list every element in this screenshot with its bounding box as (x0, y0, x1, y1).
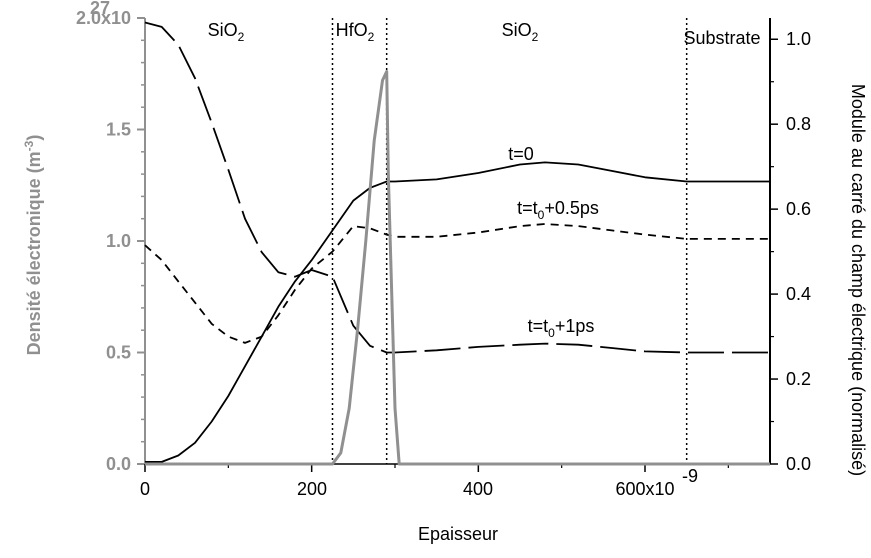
x-tick-label-400: 400 (463, 479, 493, 499)
x-tick-exponent: -9 (682, 466, 698, 486)
right-tick-label-2: 0.4 (786, 284, 811, 304)
region-label-sio2-1: SiO2 (208, 20, 245, 44)
right-tick-label-4: 0.8 (786, 114, 811, 134)
right-axis-label: Module au carré du champ électrique (nor… (848, 84, 868, 476)
region-label-sio2-2: SiO2 (502, 20, 539, 44)
left-tick-label-3: 1.5 (106, 120, 131, 140)
right-axis-ticks: 0.0 0.2 0.4 0.6 0.8 1.0 (770, 29, 811, 474)
left-tick-label-2: 1.0 (106, 231, 131, 251)
left-axis-ticks: 0.0 0.5 1.0 1.5 2.0x10 (76, 8, 145, 474)
x-tick-label-600: 600x10 (615, 479, 674, 499)
annotation-t05: t=t0+0.5ps (517, 198, 599, 222)
region-label-hfo2: HfO2 (336, 20, 375, 44)
x-tick-label-200: 200 (297, 479, 327, 499)
interface-lines (331, 18, 688, 464)
left-axis-label: Densité électronique (m-3) (22, 135, 44, 356)
series-line-1 (144, 223, 770, 344)
right-tick-label-5: 1.0 (786, 29, 811, 49)
x-tick-label-0: 0 (140, 479, 150, 499)
series-line-3 (145, 70, 770, 466)
annotation-t0: t=0 (508, 144, 534, 164)
right-tick-label-0: 0.0 (786, 454, 811, 474)
right-tick-label-1: 0.2 (786, 369, 811, 389)
x-axis-label: Epaisseur (418, 524, 498, 544)
left-axis-top-exponent: 27 (90, 0, 110, 18)
left-tick-label-1: 0.5 (106, 343, 131, 363)
annotation-t1: t=t0+1ps (528, 316, 595, 340)
series-line-0 (145, 161, 770, 463)
left-tick-label-4: 2.0x10 (76, 8, 131, 28)
right-tick-label-3: 0.6 (786, 199, 811, 219)
series-line-2 (144, 21, 770, 354)
series-layer (144, 21, 770, 466)
left-tick-label-0: 0.0 (106, 454, 131, 474)
region-label-substrate: Substrate (683, 28, 760, 48)
